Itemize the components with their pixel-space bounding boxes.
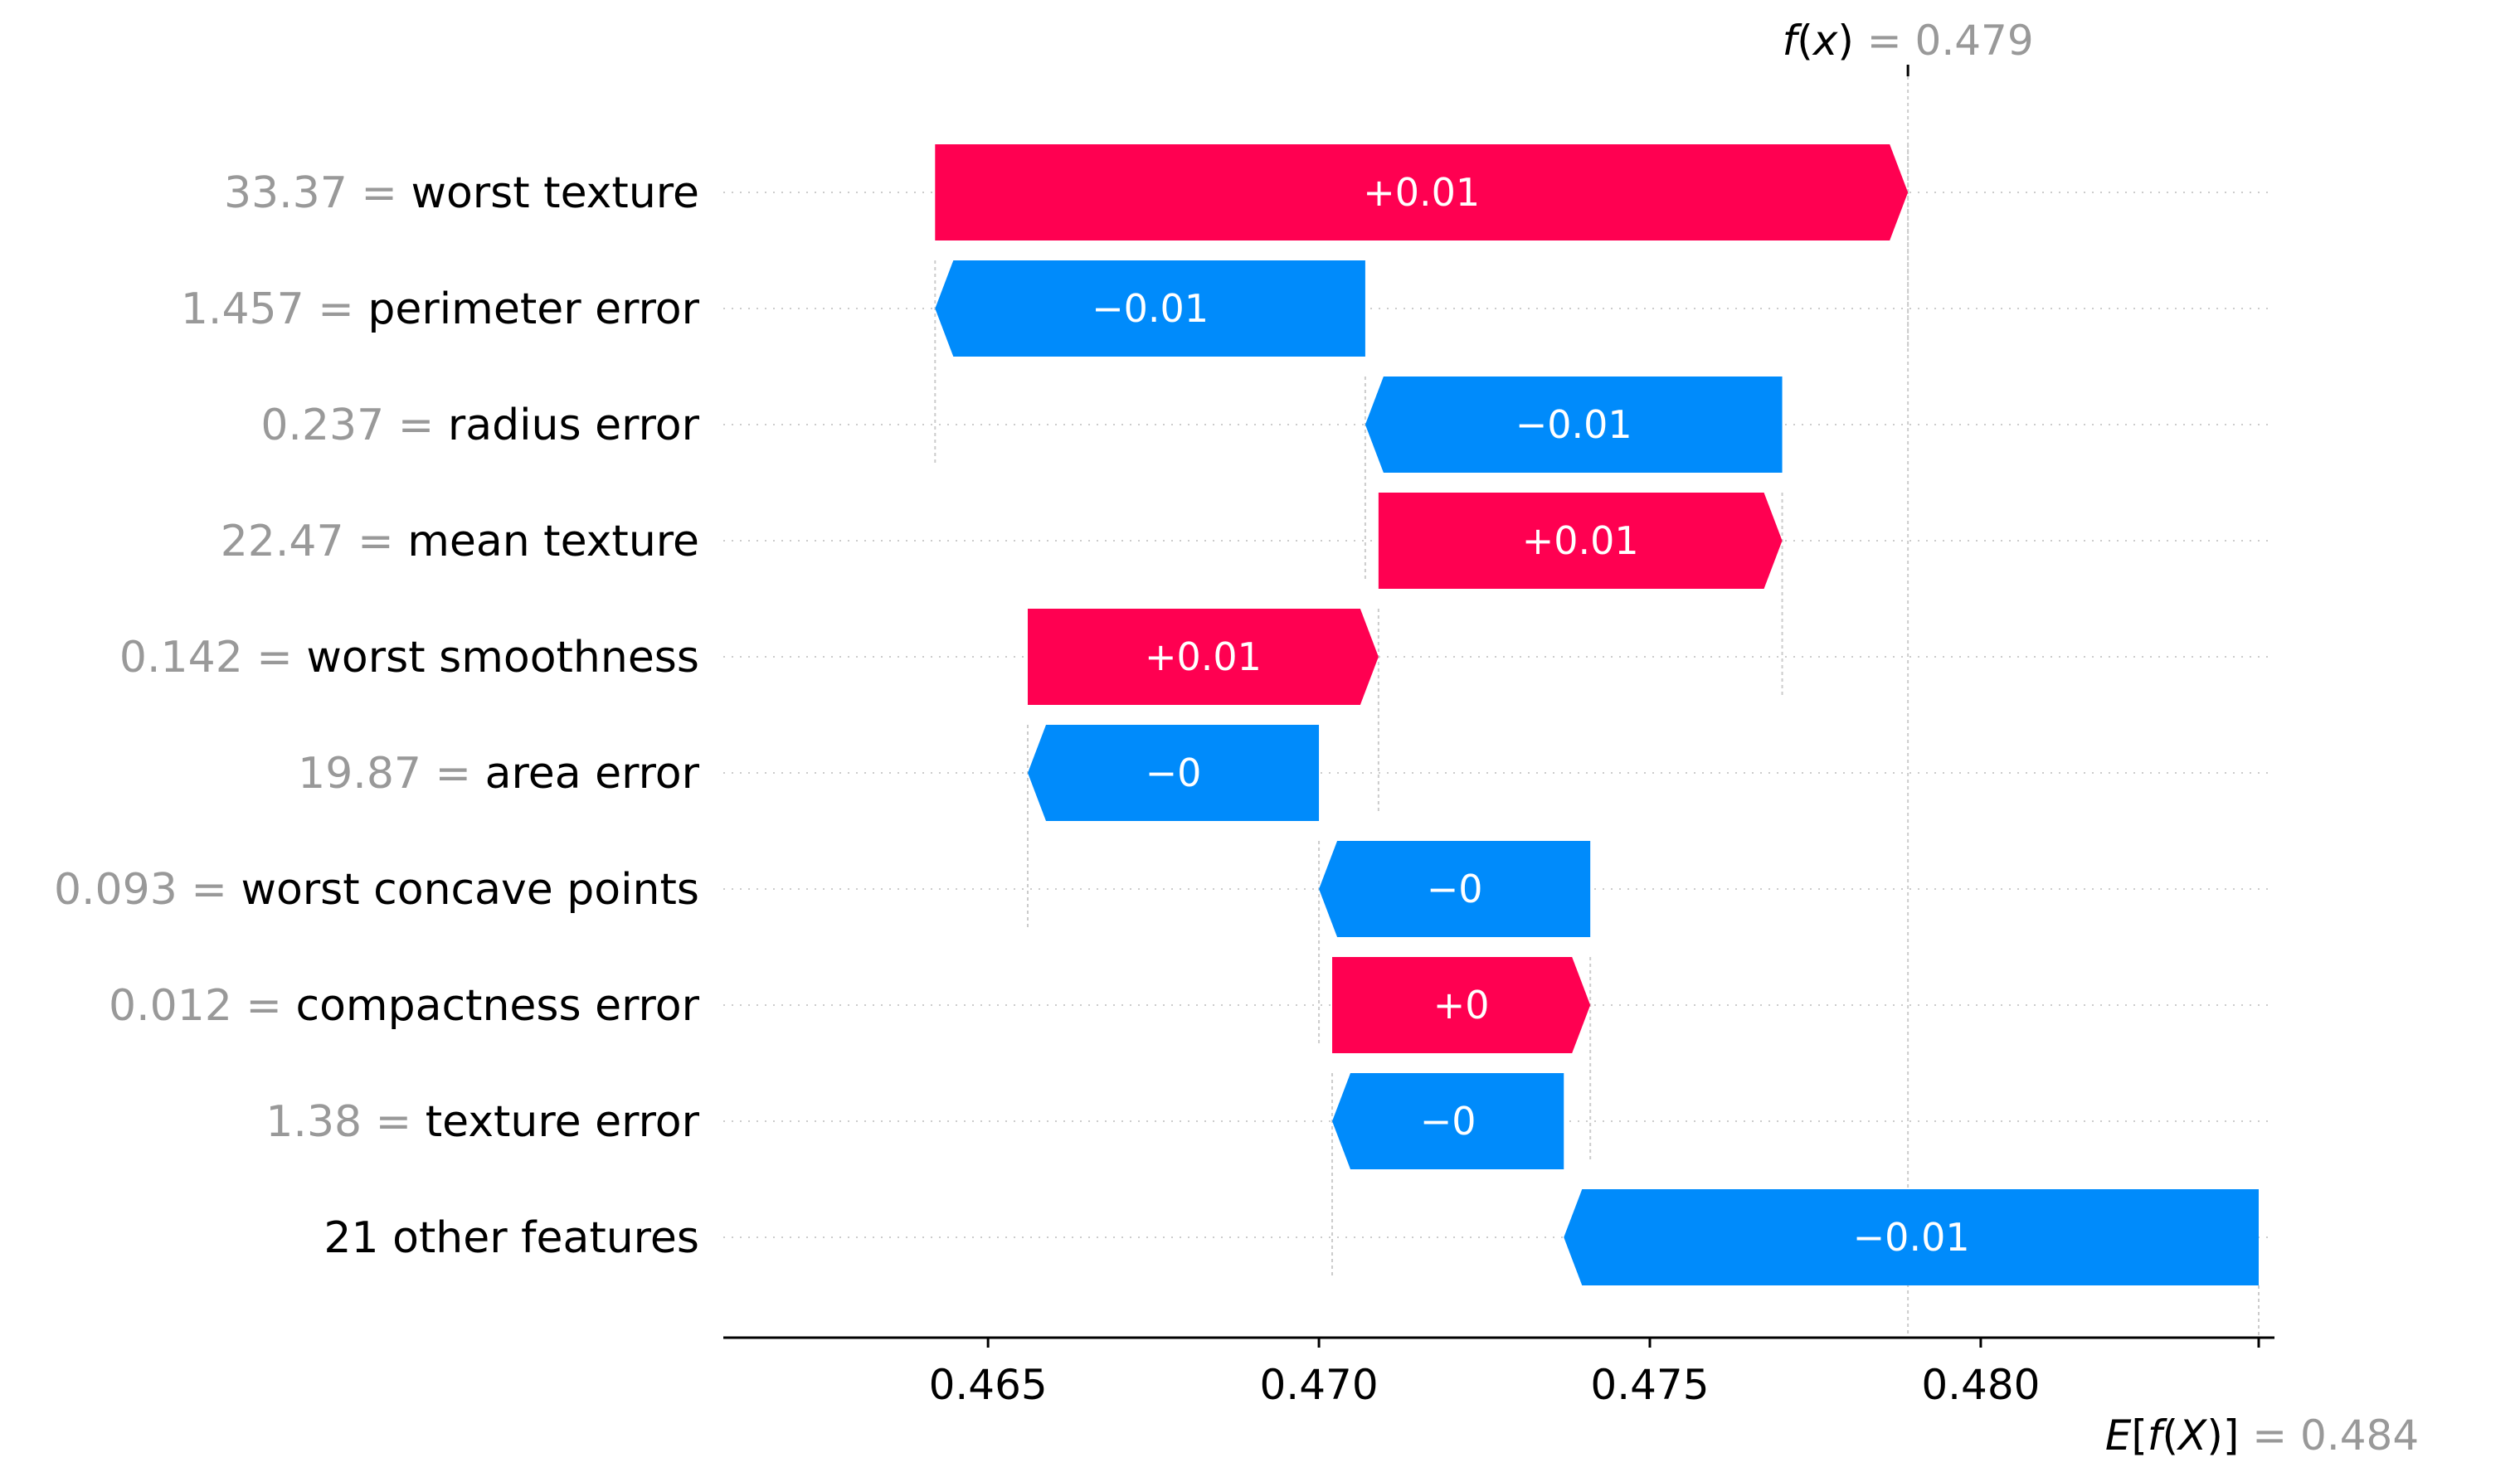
base-annotation: E[f(X)] = 0.484 <box>2105 1411 2419 1460</box>
connector-lines <box>934 76 2260 1338</box>
feature-value: 33.37 = <box>224 168 411 218</box>
feature-label: 21 other features <box>324 1213 699 1263</box>
bar-value-label: −0 <box>1427 867 1483 911</box>
positive-bar <box>1332 957 1591 1053</box>
feature-name: worst concave points <box>241 865 699 915</box>
feature-name: compactness error <box>296 981 700 1031</box>
annotations: f(x) = 0.479 E[f(X)] = 0.484 <box>1783 17 2420 1460</box>
negative-bar <box>935 260 1365 357</box>
feature-name: mean texture <box>407 517 699 566</box>
base-value: = 0.484 <box>2252 1411 2419 1460</box>
feature-name: perimeter error <box>367 284 699 334</box>
feature-value: 19.87 = <box>298 749 485 799</box>
base-fn: E <box>2105 1411 2132 1460</box>
feature-value: 0.237 = <box>260 401 448 450</box>
feature-label: 0.093 = worst concave points <box>54 865 699 915</box>
x-tick-label: 0.480 <box>1921 1361 2040 1409</box>
bar-value-label: +0.01 <box>1522 518 1639 563</box>
feature-label: 33.37 = worst texture <box>224 168 699 218</box>
positive-bar <box>935 144 1909 240</box>
fx-paren-open: ( <box>1797 17 1813 65</box>
feature-name: 21 other features <box>324 1213 699 1263</box>
feature-name: area error <box>485 749 700 799</box>
negative-bar <box>1319 841 1591 937</box>
bar-value-label: −0.01 <box>1853 1215 1970 1260</box>
feature-name: texture error <box>426 1097 700 1147</box>
bar-value-label: +0 <box>1433 983 1490 1027</box>
feature-label: 19.87 = area error <box>298 749 699 799</box>
fx-annotation: f(x) = 0.479 <box>1783 17 2034 65</box>
fx-arg: x <box>1812 17 1838 65</box>
feature-label: 0.237 = radius error <box>260 401 699 450</box>
fx-paren-close: ) <box>1837 17 1866 65</box>
fx-value: = 0.479 <box>1867 17 2034 65</box>
bars: +0.01 −0.01 −0.01 +0.01 +0.01 −0 −0 +0 −0 −0.01 <box>935 144 2259 1285</box>
x-tick-label: 0.465 <box>929 1361 1048 1409</box>
feature-label: 1.457 = perimeter error <box>181 284 700 334</box>
feature-labels: 33.37 = worst texture 1.457 = perimeter e… <box>54 168 700 1263</box>
feature-value: 22.47 = <box>221 517 408 566</box>
base-arg-open: ( <box>2162 1411 2179 1460</box>
feature-value: 0.142 = <box>119 633 307 683</box>
positive-bar <box>1378 493 1783 589</box>
bar-value-label: +0.01 <box>1363 170 1480 215</box>
negative-bar <box>1564 1189 2259 1285</box>
base-bracket-open: [ <box>2131 1411 2148 1460</box>
base-bracket-close: )] <box>2206 1411 2252 1460</box>
feature-name: worst texture <box>411 168 699 218</box>
x-axis: 0.465 0.470 0.475 0.480 <box>723 1336 2274 1409</box>
negative-bar <box>1365 377 1783 473</box>
feature-label: 1.38 = texture error <box>265 1097 699 1147</box>
feature-name: radius error <box>448 401 700 450</box>
feature-value: 1.457 = <box>181 284 368 334</box>
bar-value-label: −0.01 <box>1092 286 1209 331</box>
negative-bar <box>1332 1073 1564 1169</box>
bar-value-label: −0 <box>1146 751 1202 795</box>
x-tick-label: 0.475 <box>1590 1361 1709 1409</box>
feature-label: 0.012 = compactness error <box>109 981 700 1031</box>
feature-name: worst smoothness <box>306 633 699 683</box>
feature-value: 0.093 = <box>54 865 241 915</box>
base-arg-X: X <box>2176 1411 2208 1460</box>
feature-label: 22.47 = mean texture <box>221 517 699 566</box>
feature-value: 0.012 = <box>109 981 296 1031</box>
bar-value-label: −0 <box>1420 1099 1476 1144</box>
feature-label: 0.142 = worst smoothness <box>119 633 699 683</box>
bar-value-label: +0.01 <box>1145 634 1262 679</box>
negative-bar <box>1028 725 1320 821</box>
positive-bar <box>1028 609 1379 705</box>
bar-value-label: −0.01 <box>1515 402 1632 447</box>
x-tick-label: 0.470 <box>1259 1361 1378 1409</box>
feature-value: 1.38 = <box>265 1097 425 1147</box>
